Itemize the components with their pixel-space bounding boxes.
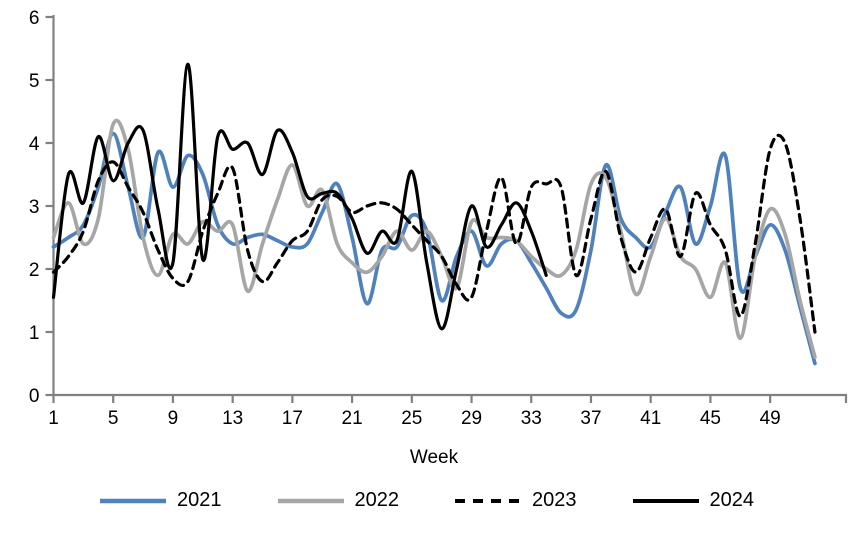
legend: 2021 2022 2023 2024	[0, 489, 852, 512]
legend-label-2024: 2024	[709, 489, 755, 511]
legend-item-2022: 2022	[276, 489, 400, 512]
svg-text:41: 41	[640, 408, 661, 429]
series-line-2023	[51, 133, 817, 334]
svg-text:33: 33	[521, 408, 542, 429]
svg-text:17: 17	[282, 408, 303, 429]
svg-text:4: 4	[29, 134, 40, 155]
legend-label-2021: 2021	[177, 489, 222, 511]
legend-item-2023: 2023	[453, 489, 577, 512]
legend-item-2021: 2021	[98, 489, 222, 512]
svg-text:25: 25	[401, 408, 422, 429]
svg-text:37: 37	[580, 408, 601, 429]
legend-item-2024: 2024	[631, 489, 755, 512]
svg-text:1: 1	[29, 323, 40, 344]
legend-swatch-2024-icon	[632, 498, 699, 503]
legend-label-2022: 2022	[354, 489, 400, 511]
legend-label-2023: 2023	[532, 489, 577, 511]
svg-text:45: 45	[700, 408, 721, 429]
svg-text:29: 29	[461, 408, 482, 429]
svg-text:49: 49	[760, 408, 781, 429]
svg-text:1: 1	[48, 408, 59, 429]
svg-text:0: 0	[29, 386, 40, 407]
legend-swatch-2022-icon	[277, 498, 344, 503]
legend-swatch-2021-icon	[100, 498, 166, 503]
x-axis-title: Week	[409, 447, 459, 468]
svg-text:5: 5	[108, 408, 119, 429]
svg-text:2: 2	[29, 260, 40, 281]
svg-text:9: 9	[168, 408, 179, 429]
svg-text:3: 3	[29, 197, 40, 218]
series-line-2024	[51, 62, 548, 331]
svg-text:5: 5	[29, 71, 40, 92]
svg-text:6: 6	[29, 8, 40, 29]
svg-text:13: 13	[222, 408, 243, 429]
svg-text:21: 21	[342, 408, 363, 429]
legend-swatch-2023-icon	[455, 498, 521, 503]
